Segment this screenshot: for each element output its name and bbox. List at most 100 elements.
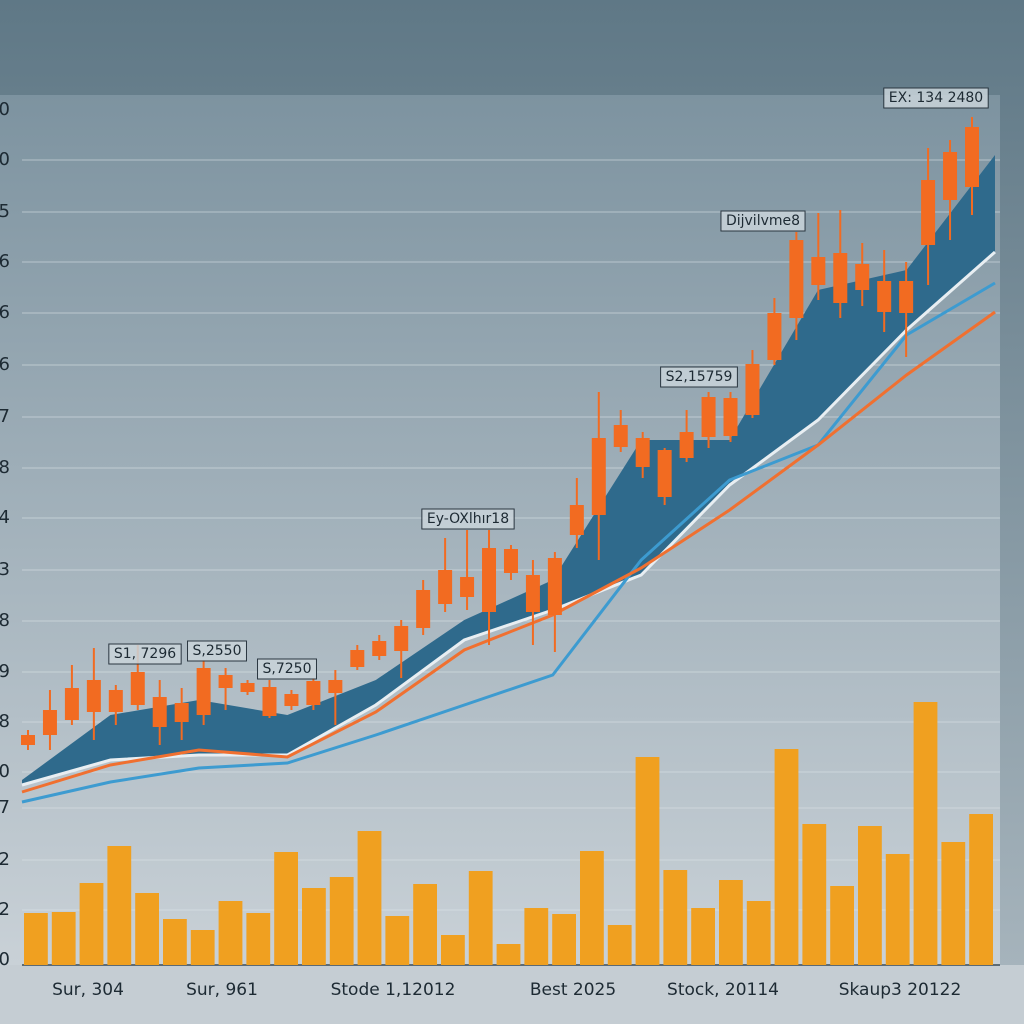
candle-body (657, 450, 672, 497)
y-tick-label: 8 (0, 457, 10, 478)
volume-bar (635, 757, 660, 965)
candle-body (525, 575, 540, 612)
annotation-box (883, 87, 989, 109)
candle-body (591, 438, 606, 515)
volume-bar (552, 914, 576, 965)
volume-bar (357, 831, 382, 965)
y-tick-label: 8 (0, 610, 10, 631)
x-tick-label: Skaup3 20122 (839, 980, 962, 1000)
volume-bar (190, 930, 215, 965)
annotation-label: Dijvilvme8 (726, 213, 800, 229)
candle-body (416, 590, 431, 628)
annotation-box (421, 508, 515, 530)
annotation-box (108, 643, 182, 665)
volume-bar (719, 880, 743, 965)
candle-body (328, 680, 343, 693)
y-tick-label: 7 (0, 797, 10, 818)
volume-bar (746, 901, 771, 965)
candle-body (42, 710, 57, 735)
y-tick-label: 4 (0, 507, 10, 528)
candle-body (284, 694, 299, 706)
volume-bar (774, 749, 799, 965)
candle-body (86, 680, 101, 712)
annotation: Dijvilvme8 (720, 210, 806, 232)
y-tick-label: 2 (0, 849, 10, 870)
y-tick-label: 6 (0, 354, 10, 375)
volume-bar (830, 886, 854, 965)
y-tick-label: 0 (0, 99, 10, 120)
annotation: S,7250 (257, 658, 317, 680)
volume-bar (691, 908, 715, 965)
volume-bar (385, 916, 410, 965)
annotation: Ey-OXlhır18 (421, 508, 515, 530)
candle-body (108, 690, 123, 712)
candle-body (64, 688, 79, 720)
annotation: EX: 134 2480 (883, 87, 989, 109)
y-tick-label: 0 (0, 761, 10, 782)
candle-body (569, 505, 584, 535)
candle-body (833, 253, 848, 303)
y-tick-label: 3 (0, 559, 10, 580)
candle-body (855, 264, 870, 290)
y-tick-label: 5 (0, 201, 10, 222)
x-tick-label: Stode 1,12012 (331, 980, 456, 1000)
volume-bar (329, 877, 354, 965)
y-tick-label: 2 (0, 899, 10, 920)
x-tick-label: Sur, 961 (186, 980, 258, 1000)
volume-bar (858, 826, 882, 965)
candle-body (877, 281, 892, 312)
volume-bar (51, 912, 76, 965)
candle-body (372, 641, 387, 656)
plot-area (0, 95, 1000, 965)
y-tick-label: 0 (0, 949, 10, 970)
volume-bar (274, 852, 298, 965)
y-tick-label: 8 (0, 711, 10, 732)
volume-bar (913, 702, 938, 965)
volume-bar (79, 883, 104, 965)
candle-body (394, 626, 409, 651)
line (21, 281, 996, 804)
candle-body (196, 668, 211, 715)
candle-body (438, 570, 453, 604)
volume-bar (413, 884, 437, 965)
volume-bar (107, 846, 132, 965)
volume-bar (441, 935, 465, 965)
volume-bar (607, 925, 632, 965)
volume-bar (24, 913, 48, 965)
candle-body (218, 675, 233, 688)
candle-body (899, 281, 914, 313)
candle-body (240, 683, 255, 692)
area (22, 155, 995, 785)
annotation-label: S2,15759 (666, 369, 733, 385)
candle-body (21, 735, 35, 745)
annotation-label: S1, 7296 (114, 646, 176, 662)
line (21, 250, 996, 787)
annotation-box (720, 210, 806, 232)
candle-body (767, 313, 782, 360)
candle-body (613, 425, 628, 447)
volume-bar (580, 851, 604, 965)
volume-bar (468, 871, 493, 965)
candle-body (350, 650, 365, 667)
candle-body (174, 703, 189, 722)
candle-body (723, 398, 738, 436)
x-tick-label: Stock, 20114 (667, 980, 779, 1000)
y-tick-label: 0 (0, 149, 10, 170)
volume-bar (163, 919, 187, 965)
annotation: S,2550 (187, 640, 247, 662)
candle-body (152, 697, 167, 727)
volume-bar (524, 908, 549, 965)
volume-bar (969, 814, 993, 965)
candle-body (460, 577, 475, 597)
y-tick-label: 6 (0, 251, 10, 272)
annotation: S2,15759 (660, 366, 738, 388)
volume-bar (941, 842, 966, 965)
annotation-box (660, 366, 738, 388)
candle-body (503, 549, 518, 573)
x-tick-label: Best 2025 (530, 980, 616, 1000)
candle-body (789, 240, 804, 318)
annotation-label: S,7250 (263, 661, 312, 677)
annotation-label: Ey-OXlhır18 (427, 511, 509, 527)
annotation-box (187, 640, 247, 662)
annotation-label: S,2550 (193, 643, 242, 659)
